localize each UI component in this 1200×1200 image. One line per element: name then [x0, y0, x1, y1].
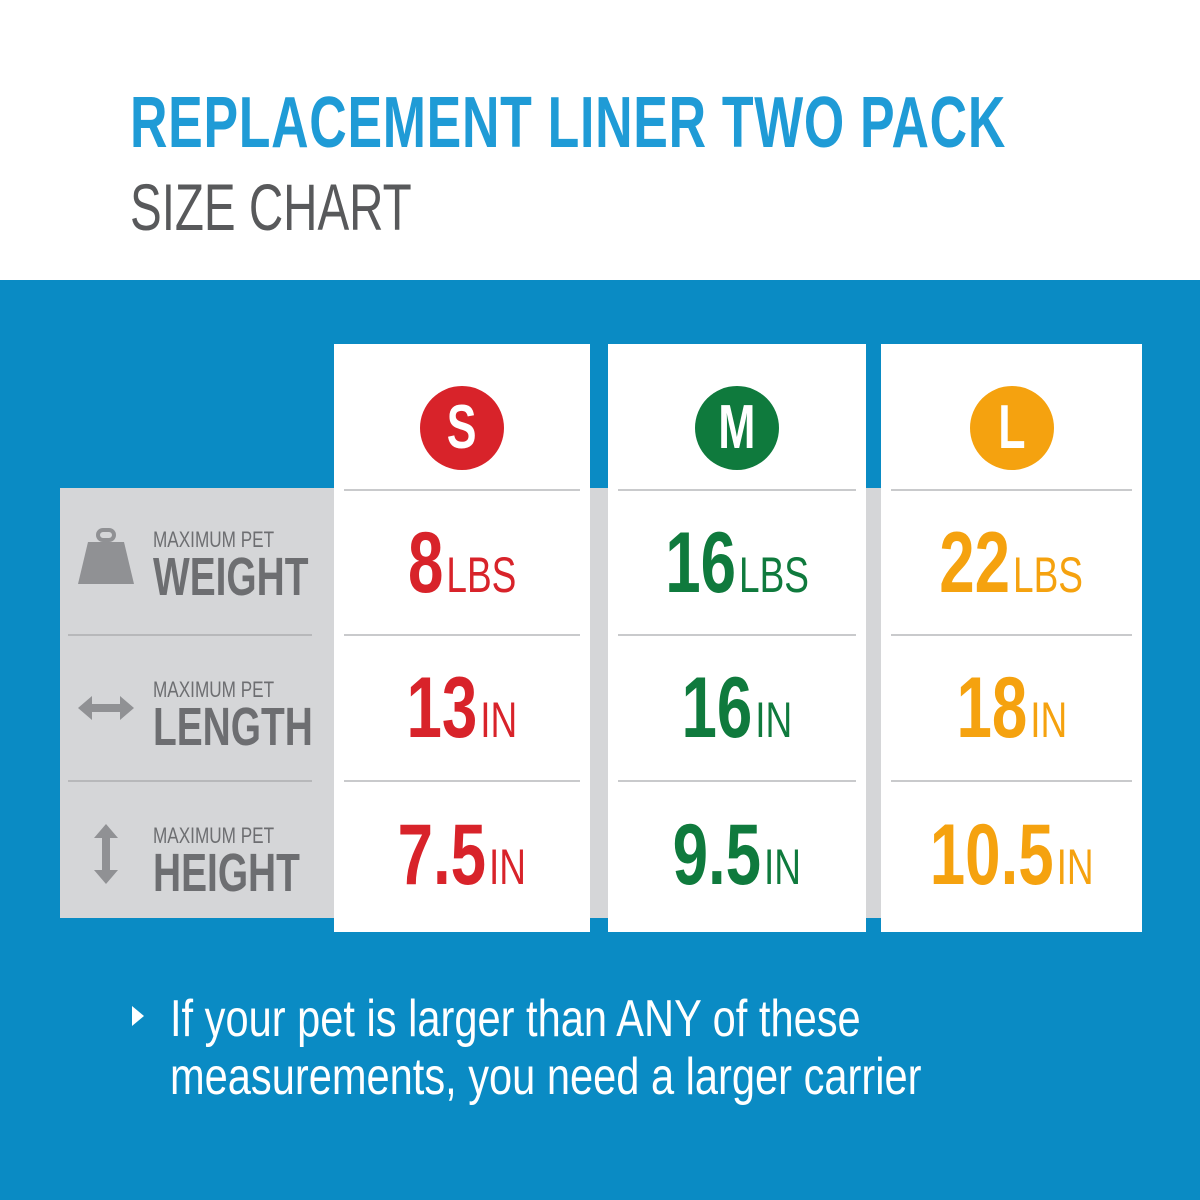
weight-cell: 22LBS — [881, 492, 1142, 635]
size-column-s: S 8LBS 13IN 7.5IN — [334, 344, 590, 932]
label-big: LENGTH — [153, 697, 313, 757]
weight-icon — [78, 528, 134, 584]
divider — [891, 489, 1132, 491]
height-unit: IN — [764, 839, 802, 895]
weight-value: 8 — [407, 515, 444, 611]
divider — [68, 780, 312, 782]
horizontal-arrows-icon — [78, 696, 134, 720]
vertical-arrows-icon — [94, 824, 118, 884]
weight-unit: LBS — [738, 547, 809, 603]
weight-unit: LBS — [1013, 547, 1084, 603]
divider — [344, 634, 580, 636]
weight-value: 22 — [939, 515, 1011, 611]
divider — [618, 780, 856, 782]
size-label: M — [718, 393, 756, 462]
height-cell: 9.5IN — [608, 784, 866, 927]
size-label: L — [997, 393, 1026, 462]
page-title: REPLACEMENT LINER TWO PACK — [130, 83, 1006, 163]
divider — [344, 780, 580, 782]
weight-unit: LBS — [446, 547, 517, 603]
label-length: MAXIMUM PET LENGTH — [60, 638, 336, 781]
divider — [891, 634, 1132, 636]
height-value: 10.5 — [929, 807, 1054, 903]
weight-cell: 16LBS — [608, 492, 866, 635]
header: REPLACEMENT LINER TWO PACK SIZE CHART — [0, 0, 1200, 280]
footnote-line-2: measurements, you need a larger carrier — [170, 1048, 922, 1106]
length-cell: 18IN — [881, 637, 1142, 780]
height-value: 9.5 — [672, 807, 762, 903]
label-big: HEIGHT — [153, 843, 300, 903]
bullet-triangle-icon — [132, 1006, 144, 1026]
height-unit: IN — [1056, 839, 1094, 895]
length-cell: 16IN — [608, 637, 866, 780]
height-cell: 10.5IN — [881, 784, 1142, 927]
length-cell: 13IN — [334, 637, 590, 780]
length-value: 18 — [956, 660, 1027, 756]
footnote-line-1: If your pet is larger than ANY of these — [170, 990, 861, 1048]
length-unit: IN — [1029, 692, 1067, 748]
divider — [344, 489, 580, 491]
label-small: MAXIMUM PET — [153, 677, 275, 702]
label-weight: MAXIMUM PET WEIGHT — [60, 488, 336, 631]
height-cell: 7.5IN — [334, 784, 590, 927]
height-value: 7.5 — [397, 807, 487, 903]
label-big: WEIGHT — [153, 547, 309, 607]
size-label: S — [447, 393, 477, 462]
divider — [68, 634, 312, 636]
weight-cell: 8LBS — [334, 492, 590, 635]
divider — [618, 489, 856, 491]
divider — [891, 780, 1132, 782]
page-subtitle: SIZE CHART — [130, 170, 412, 244]
size-badge-m: M — [695, 386, 779, 470]
label-height: MAXIMUM PET HEIGHT — [60, 784, 336, 927]
weight-value: 16 — [665, 515, 736, 611]
label-small: MAXIMUM PET — [153, 527, 275, 552]
divider — [618, 634, 856, 636]
length-unit: IN — [755, 692, 793, 748]
height-unit: IN — [489, 839, 527, 895]
size-column-m: M 16LBS 16IN 9.5IN — [608, 344, 866, 932]
size-badge-l: L — [969, 386, 1054, 470]
length-value: 13 — [406, 660, 478, 756]
label-small: MAXIMUM PET — [153, 823, 275, 848]
length-unit: IN — [480, 692, 518, 748]
length-value: 16 — [681, 660, 753, 756]
footnote-text: If your pet is larger than ANY of these … — [170, 990, 921, 1106]
size-badge-s: S — [420, 386, 504, 470]
column-divider — [586, 488, 610, 918]
row-labels: MAXIMUM PET WEIGHT MAXIMUM PET LENGTH MA… — [60, 488, 336, 918]
size-column-l: L 22LBS 18IN 10.5IN — [881, 344, 1142, 932]
